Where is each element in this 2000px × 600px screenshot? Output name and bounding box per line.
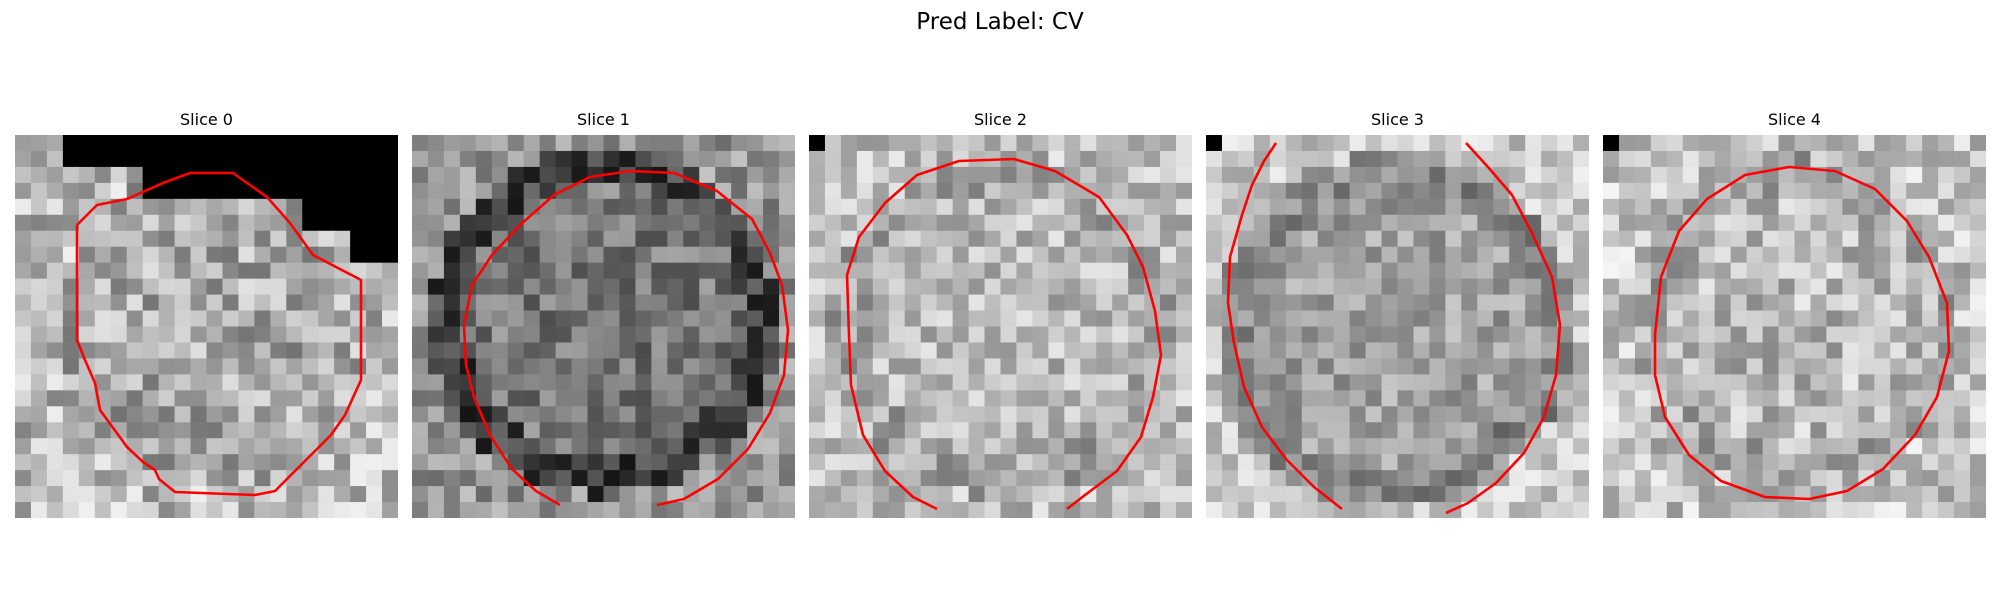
segmentation-contour-2-b — [847, 334, 938, 511]
slice-title-4: Slice 4 — [1768, 110, 1821, 129]
slice-title-0: Slice 0 — [180, 110, 233, 129]
slice-panel-0: Slice 0 — [15, 110, 398, 518]
slice-title-1: Slice 1 — [577, 110, 630, 129]
slice-image-0 — [15, 135, 398, 518]
slice-image-canvas-2 — [809, 135, 1192, 518]
segmentation-contour-1-b — [462, 224, 561, 507]
slice-image-4 — [1603, 135, 1986, 518]
slice-title-2: Slice 2 — [974, 110, 1027, 129]
segmentation-contour-3 — [1226, 142, 1343, 511]
slice-panel-3: Slice 3 — [1206, 110, 1589, 518]
slice-image-canvas-4 — [1603, 135, 1986, 518]
segmentation-contour-2 — [845, 157, 1163, 511]
figure-title: Pred Label: CV — [916, 9, 1084, 35]
segmentation-contour-1 — [519, 169, 790, 507]
slice-panel-1: Slice 1 — [412, 110, 795, 518]
slice-image-2 — [809, 135, 1192, 518]
slice-image-canvas-0 — [15, 135, 398, 518]
segmentation-contour-4 — [1653, 165, 1951, 501]
slice-panel-2: Slice 2 — [809, 110, 1192, 518]
slice-image-canvas-1 — [412, 135, 795, 518]
segmentation-contour-3-b — [1445, 142, 1562, 515]
slice-panel-4: Slice 4 — [1603, 110, 1986, 518]
slice-image-1 — [412, 135, 795, 518]
segmentation-contour-0 — [75, 171, 363, 497]
slice-image-3 — [1206, 135, 1589, 518]
slice-image-canvas-3 — [1206, 135, 1589, 518]
slice-title-3: Slice 3 — [1371, 110, 1424, 129]
